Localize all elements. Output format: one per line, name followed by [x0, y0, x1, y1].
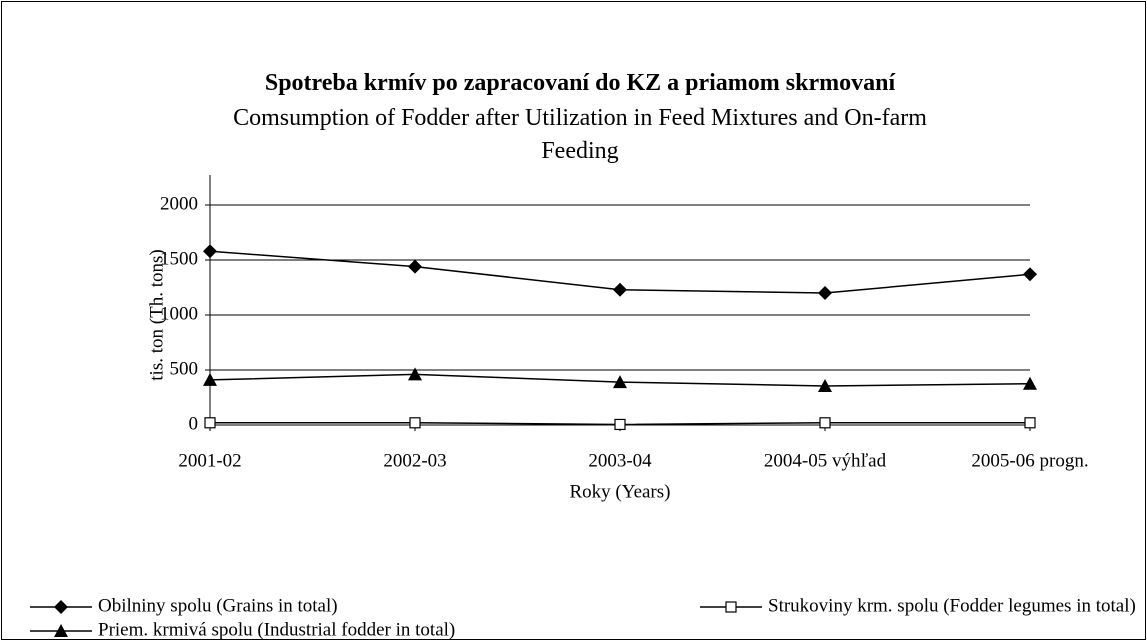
legend-marker [54, 600, 68, 614]
point [818, 286, 832, 300]
point [204, 417, 216, 429]
x-tick-label: 2004-05 výhľad [764, 450, 887, 471]
point [818, 378, 832, 392]
point [819, 417, 831, 429]
y-tick-label: 1000 [160, 303, 198, 324]
point [613, 282, 627, 297]
point [613, 375, 627, 389]
chart-subtitle: Comsumption of Fodder after Utilization … [233, 105, 927, 164]
x-tick-label: 2001-02 [178, 450, 241, 471]
point [203, 372, 217, 386]
x-tick-label: 2003-04 [588, 450, 652, 471]
x-tick-label: 2002-03 [383, 450, 446, 471]
legend-marker [54, 624, 68, 637]
y-tick-label: 0 [189, 413, 199, 434]
legend-label: Obilniny spolu (Grains in total) [98, 595, 338, 616]
point [408, 367, 422, 381]
chart-title: Spotreba krmív po zapracovaní do KZ a pr… [264, 70, 896, 96]
point [614, 418, 626, 431]
legend-label: Priem. krmivá spolu (Industrial fodder i… [98, 619, 455, 640]
x-tick-label: 2005-06 progn. [971, 450, 1088, 471]
point [409, 417, 421, 429]
y-tick-label: 2000 [160, 193, 198, 214]
point [203, 244, 217, 259]
point [408, 259, 422, 274]
legend-label: Strukoviny krm. spolu (Fodder legumes in… [768, 595, 1136, 616]
y-axis-title: tis. ton (Th. tons) [146, 249, 167, 380]
point [1023, 376, 1037, 390]
point [1023, 267, 1037, 282]
legend-marker [725, 601, 737, 613]
y-tick-label: 1500 [160, 248, 198, 269]
y-tick-label: 500 [170, 358, 199, 379]
point [1024, 417, 1036, 429]
x-axis-title: Roky (Years) [570, 481, 671, 502]
